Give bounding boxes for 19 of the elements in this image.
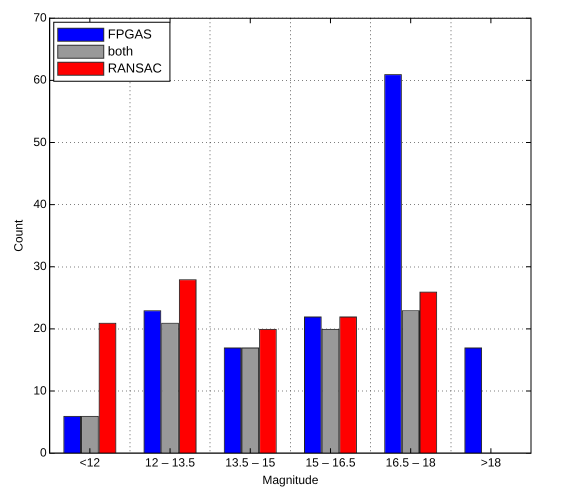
y-tick-label: 70 [33, 10, 48, 25]
x-tick-label: 12 – 13.5 [145, 456, 196, 470]
y-tick-label: 60 [33, 72, 48, 87]
x-tick-label: <12 [80, 456, 100, 470]
legend-label: FPGAS [108, 26, 152, 42]
legend-label: RANSAC [108, 60, 162, 76]
y-tick-label: 10 [33, 383, 48, 398]
x-tick-label: 13.5 – 15 [225, 456, 276, 470]
y-tick-label: 30 [33, 259, 48, 274]
y-tick-label: 50 [33, 134, 48, 149]
x-tick-label: 15 – 16.5 [305, 456, 356, 470]
y-tick-label: 0 [40, 446, 48, 460]
x-tick-label: >18 [480, 456, 502, 470]
y-axis-title: Count [12, 219, 26, 252]
y-tick-label: 20 [33, 321, 48, 336]
x-axis-title: Magnitude [262, 473, 319, 488]
legend-label: both [108, 43, 134, 58]
x-tick-label: 16.5 – 18 [386, 456, 436, 470]
y-tick-label: 40 [33, 196, 48, 211]
